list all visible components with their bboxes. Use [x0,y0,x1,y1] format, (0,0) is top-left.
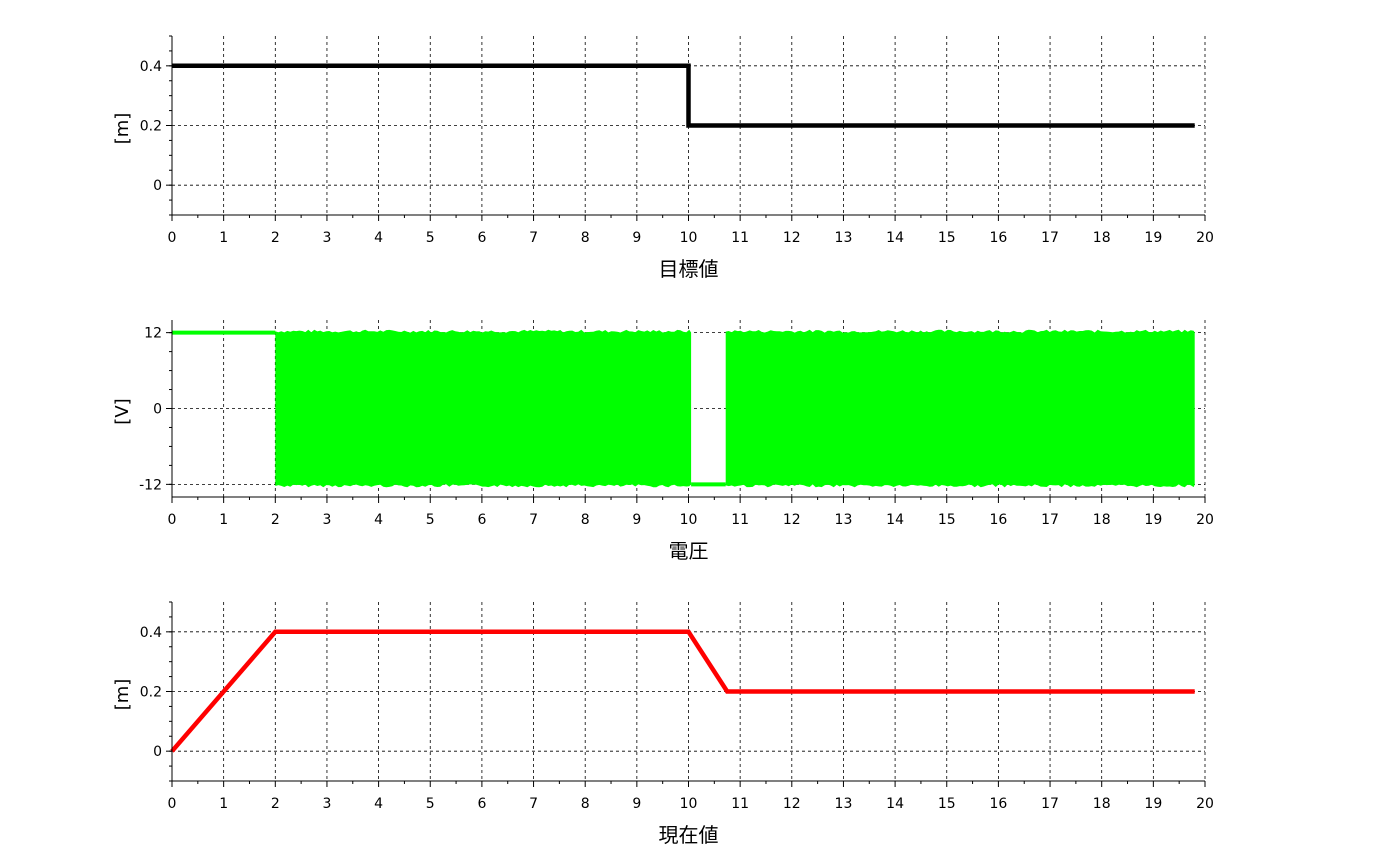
series-line [172,63,1195,128]
series-line [170,629,1195,753]
x-tick-label: 11 [731,512,749,528]
y-tick-label: 0 [153,402,162,418]
x-tick-label: 16 [989,512,1007,528]
x-tick-label: 16 [989,230,1007,246]
x-tick-label: 11 [731,796,749,812]
x-tick-label: 8 [581,512,590,528]
x-tick-label: 1 [219,512,228,528]
x-tick-label: 4 [374,796,383,812]
x-tick-label: 5 [426,512,435,528]
x-tick-label: 12 [783,796,801,812]
switching-band [725,329,1195,488]
y-axis-title: [m] [112,679,133,711]
y-tick-label: 0.2 [140,685,162,701]
y-tick-label: 12 [144,326,162,342]
x-tick-label: 18 [1093,512,1111,528]
switching-band [275,329,692,488]
x-tick-label: 11 [731,230,749,246]
x-tick-label: 3 [322,512,331,528]
x-tick-label: 17 [1041,512,1059,528]
x-axis-title: 現在値 [659,823,719,847]
x-tick-label: 15 [938,796,956,812]
x-tick-label: 13 [835,512,853,528]
current-value-panel: 0 1 2 3 4 5 6 7 8 9 10 11 12 13 14 15 16 17 18 19 2000.20.4 … [112,601,1214,847]
x-tick-label: 14 [886,230,904,246]
x-tick-label: 6 [477,230,486,246]
y-tick-label: 0 [153,178,162,194]
x-tick-label: 6 [477,512,486,528]
x-tick-label: 15 [938,230,956,246]
x-tick-label: 15 [938,512,956,528]
x-tick-label: 9 [632,796,641,812]
x-tick-label: 4 [374,512,383,528]
x-tick-label: 0 [168,230,177,246]
y-tick-label: -12 [139,477,162,493]
x-tick-label: 10 [680,512,698,528]
x-tick-label: 7 [529,512,538,528]
x-tick-label: 17 [1041,796,1059,812]
y-tick-label: 0.4 [140,625,162,641]
x-tick-label: 16 [989,796,1007,812]
y-tick-label: 0 [153,744,162,760]
x-tick-label: 14 [886,796,904,812]
x-tick-label: 5 [426,230,435,246]
x-axis-title: 電圧 [669,539,709,563]
x-tick-label: 20 [1196,512,1214,528]
y-axis-title: [m] [112,113,133,145]
x-tick-label: 19 [1144,796,1162,812]
x-tick-label: 0 [168,512,177,528]
x-tick-label: 18 [1093,230,1111,246]
x-tick-label: 10 [680,796,698,812]
x-tick-label: 20 [1196,796,1214,812]
x-tick-label: 7 [529,796,538,812]
y-tick-label: 0.4 [140,59,162,75]
x-tick-label: 9 [632,230,641,246]
x-tick-label: 14 [886,512,904,528]
x-tick-label: 3 [322,230,331,246]
x-tick-label: 3 [322,796,331,812]
x-tick-label: 2 [271,512,280,528]
y-axis-title: [V] [112,398,133,424]
x-tick-label: 17 [1041,230,1059,246]
x-tick-label: 18 [1093,796,1111,812]
x-tick-label: 2 [271,796,280,812]
x-tick-label: 6 [477,796,486,812]
x-tick-label: 4 [374,230,383,246]
x-tick-label: 13 [835,230,853,246]
x-tick-label: 5 [426,796,435,812]
x-tick-label: 8 [581,796,590,812]
x-tick-label: 1 [219,796,228,812]
y-tick-label: 0.2 [140,119,162,135]
x-tick-label: 12 [783,230,801,246]
x-axis-title: 目標値 [659,257,719,281]
x-tick-label: 13 [835,796,853,812]
x-tick-label: 8 [581,230,590,246]
target-value-panel: 0 1 2 3 4 5 6 7 8 9 10 11 12 13 14 15 16 17 18 19 2000.20.4 … [112,35,1214,281]
x-tick-label: 19 [1144,512,1162,528]
x-tick-label: 0 [168,796,177,812]
x-tick-label: 1 [219,230,228,246]
x-tick-label: 12 [783,512,801,528]
x-tick-label: 10 [680,230,698,246]
x-tick-label: 19 [1144,230,1162,246]
x-tick-label: 9 [632,512,641,528]
x-tick-label: 20 [1196,230,1214,246]
x-tick-label: 7 [529,230,538,246]
x-tick-label: 2 [271,230,280,246]
